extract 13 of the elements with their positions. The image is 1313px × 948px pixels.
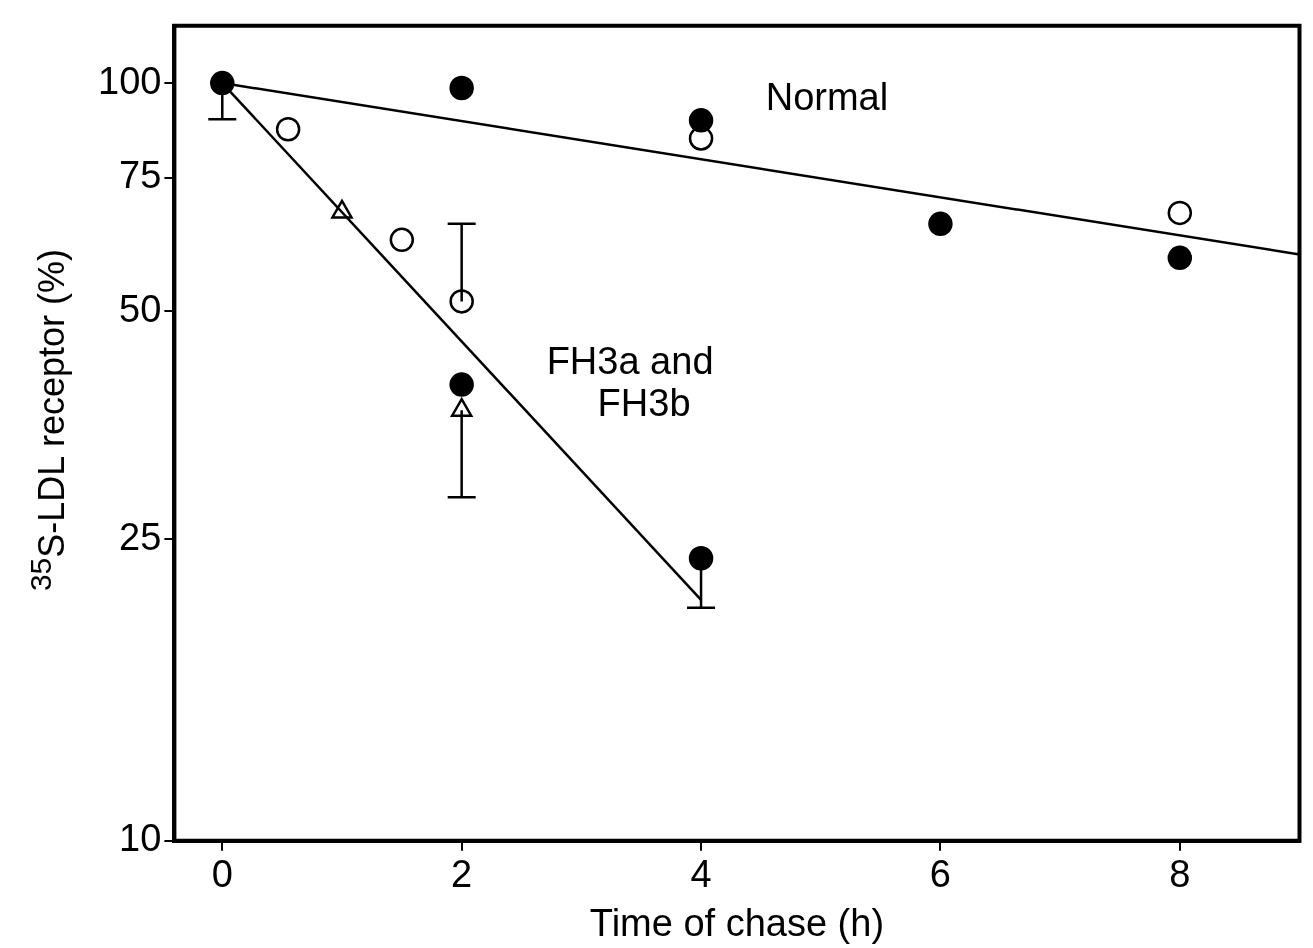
x-axis-title: Time of chase (h) [589,901,885,944]
annotation: FH3a and FH3b [546,339,714,424]
annotation: Normal [765,75,889,118]
y-tick-label: 25 [119,515,162,558]
y-tick-label: 10 [119,817,162,860]
x-tick-label: 6 [929,853,951,896]
x-tick-label: 2 [451,853,473,896]
y-tick-label: 100 [98,59,162,102]
y-tick-label: 75 [119,154,162,197]
x-tick-label: 8 [1169,853,1191,896]
x-tick-label: 4 [690,853,712,896]
x-tick-label: 0 [211,853,233,896]
y-tick-label: 50 [119,287,162,330]
